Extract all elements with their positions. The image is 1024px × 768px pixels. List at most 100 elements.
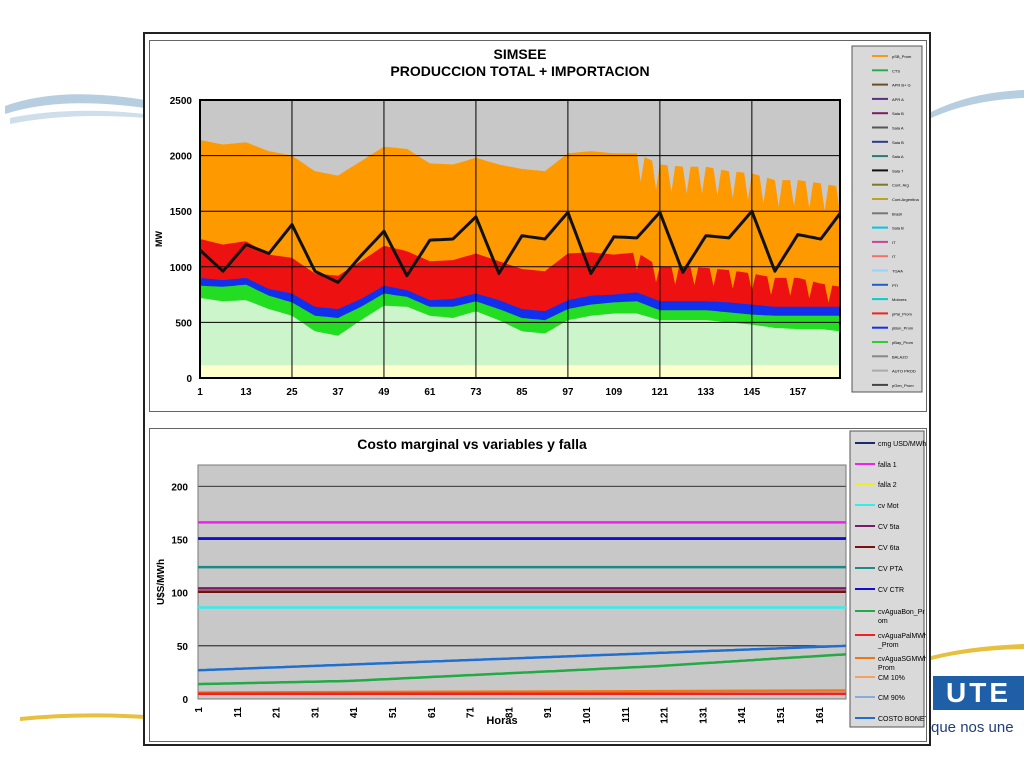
plot-border bbox=[199, 99, 841, 379]
legend-entry: APR B+ G bbox=[892, 83, 911, 88]
area-pBay_Prom bbox=[200, 297, 840, 378]
line-demanda bbox=[198, 209, 842, 284]
x-tick-label: 161 bbox=[815, 707, 826, 724]
legend-entry: BALAZO bbox=[892, 354, 908, 359]
legend-entry: cvAguaSGMWh_ bbox=[878, 656, 926, 663]
legend-entry: cv Mot bbox=[878, 503, 899, 510]
decorative-stripe-left bbox=[0, 78, 145, 138]
x-tick-label: 91 bbox=[543, 707, 554, 719]
y-tick-label: 50 bbox=[177, 642, 189, 653]
legend-entry: Motores bbox=[892, 297, 906, 302]
x-tick-label: 151 bbox=[776, 707, 787, 724]
y-axis-label: MW bbox=[154, 231, 164, 247]
x-axis-label: Horas bbox=[486, 715, 517, 727]
series-COSTO-BONETE bbox=[197, 644, 847, 672]
y-tick-label: 150 bbox=[171, 535, 188, 546]
x-tick-label: 21 bbox=[272, 707, 283, 719]
legend-entry: Cont.Argentina bbox=[892, 197, 919, 202]
x-tick-label: 101 bbox=[582, 707, 593, 724]
x-tick-label: 51 bbox=[388, 707, 399, 719]
logo-text: UTE bbox=[946, 677, 1011, 708]
plot-area bbox=[198, 465, 846, 699]
legend-entry: CV 5ta bbox=[878, 524, 900, 531]
marginal-cost-chart: Costo marginal vs variables y falla 0 50 10… bbox=[156, 430, 934, 728]
legend-entry: cvAguaBon_Pr bbox=[878, 609, 925, 616]
x-tick-label: 97 bbox=[562, 387, 574, 398]
legend-entry: om bbox=[878, 618, 888, 625]
series-cvAguaBon-Prom bbox=[197, 653, 847, 686]
chart-title: Costo marginal vs variables y falla bbox=[357, 436, 587, 452]
legend-entry: CM 90% bbox=[878, 695, 905, 702]
legend-entry: Sala 7 bbox=[892, 168, 904, 173]
production-chart-panel: SIMSEE PRODUCCION TOTAL + IMPORTACION 0 500… bbox=[149, 40, 927, 412]
chart-subtitle: PRODUCCION TOTAL + IMPORTACION bbox=[390, 63, 649, 79]
x-tick-label: 37 bbox=[332, 387, 344, 398]
area-base bbox=[200, 365, 840, 378]
x-tick-label: 61 bbox=[427, 707, 438, 719]
legend-entry: pPal_Prom bbox=[892, 311, 912, 316]
x-tick-label: 133 bbox=[698, 387, 715, 398]
legend-entry: TGAA bbox=[892, 269, 903, 274]
legend-entry: Prom bbox=[878, 665, 895, 672]
y-tick-label: 200 bbox=[171, 482, 188, 493]
chart-title: SIMSEE bbox=[494, 46, 547, 62]
x-tick-label: 141 bbox=[737, 707, 748, 724]
x-tick-label: 121 bbox=[652, 387, 669, 398]
x-tick-label: 109 bbox=[606, 387, 623, 398]
marginal-cost-chart-panel: Costo marginal vs variables y falla 0 50 10… bbox=[149, 428, 934, 742]
x-tick-label: 61 bbox=[424, 387, 436, 398]
y-tick-label: 100 bbox=[171, 589, 188, 600]
y-tick-label: 1500 bbox=[170, 207, 193, 218]
legend-entry: pBay_Prom bbox=[892, 340, 914, 345]
y-tick-label: 2500 bbox=[170, 96, 193, 107]
legend-entry: AUTO PROD bbox=[892, 369, 916, 374]
y-tick-label: 1000 bbox=[170, 263, 193, 274]
legend-entry: falla 2 bbox=[878, 482, 897, 489]
legend-entry: CV CTR bbox=[878, 587, 904, 594]
legend-box bbox=[851, 45, 923, 393]
legend-entry: PTI bbox=[892, 283, 898, 288]
legend-entry: Sala A bbox=[892, 126, 904, 131]
legend-entry: Sala A bbox=[892, 154, 904, 159]
decorative-stripe-bottom-left bbox=[20, 705, 145, 725]
legend-box bbox=[849, 430, 925, 728]
decorative-stripe-right bbox=[931, 72, 1024, 122]
series-cvAguaSGMWh-Prom bbox=[197, 689, 847, 694]
x-tick-label: 41 bbox=[349, 707, 360, 719]
legend-entry: pGen_Prom bbox=[892, 383, 914, 388]
x-tick-label: 1 bbox=[197, 387, 203, 398]
legend-entry: CV 6ta bbox=[878, 545, 900, 552]
legend-entry: falla 1 bbox=[878, 462, 897, 469]
x-tick-label: 11 bbox=[233, 707, 244, 718]
x-tick-label: 13 bbox=[240, 387, 252, 398]
legend-entry: Cont. Arg bbox=[892, 183, 909, 188]
x-tick-label: 1 bbox=[194, 707, 205, 713]
legend-entry: COSTO BONETE bbox=[878, 716, 926, 723]
x-tick-label: 121 bbox=[660, 707, 671, 724]
legend-entry: Sala B bbox=[892, 226, 904, 231]
x-tick-label: 157 bbox=[790, 387, 807, 398]
legend-entry: CM 10% bbox=[878, 675, 905, 682]
slogan: que nos une bbox=[931, 719, 1014, 736]
legend-entry: IT bbox=[892, 240, 896, 245]
legend-entry: APR A bbox=[892, 97, 904, 102]
ute-logo: UTE bbox=[933, 676, 1024, 710]
y-tick-label: 0 bbox=[186, 374, 192, 385]
legend-entry: Sala B bbox=[892, 111, 904, 116]
legend-entry: CTS bbox=[892, 68, 900, 73]
plot-border bbox=[197, 464, 847, 700]
y-tick-label: 0 bbox=[182, 695, 188, 706]
x-tick-label: 49 bbox=[378, 387, 390, 398]
legend-entry: Sala B bbox=[892, 140, 904, 145]
legend-entry: pSB_Prom bbox=[892, 54, 912, 59]
x-tick-label: 145 bbox=[744, 387, 761, 398]
x-tick-label: 71 bbox=[466, 707, 477, 719]
x-tick-label: 131 bbox=[698, 707, 709, 724]
legend-entry: Brasil bbox=[892, 211, 902, 216]
x-tick-label: 81 bbox=[504, 707, 515, 719]
y-axis-label: U$S/MWh bbox=[156, 559, 167, 605]
legend-entry: IT bbox=[892, 254, 896, 259]
x-tick-label: 85 bbox=[516, 387, 528, 398]
legend-entry: _Prom bbox=[877, 642, 899, 649]
